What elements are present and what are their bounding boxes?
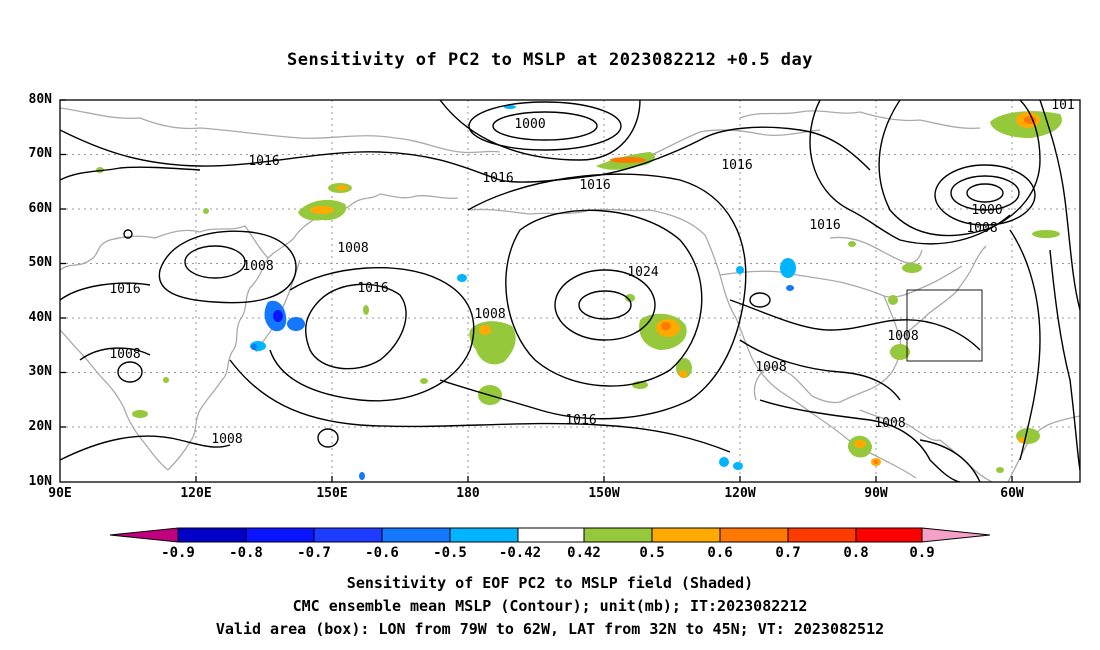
colorbar-box [517, 527, 585, 543]
colorbar [109, 527, 991, 543]
contour-label: 1008 [887, 329, 918, 344]
axis-ticks [60, 99, 1013, 482]
valid-area-box [906, 289, 983, 362]
colorbar-label: 0.9 [909, 545, 935, 561]
colorbar-label: -0.7 [297, 545, 331, 561]
colorbar-label: 0.8 [843, 545, 869, 561]
contour-label: 1016 [579, 178, 610, 193]
contour-label: 1016 [721, 158, 752, 173]
lat-label: 70N [28, 146, 52, 161]
colorbar-box [313, 527, 383, 543]
contour-label: 101 [1051, 98, 1074, 113]
contour-label: 1024 [627, 265, 658, 280]
contour-label: 1016 [357, 281, 388, 296]
mslp-contours [60, 100, 1080, 482]
colorbar-label: -0.8 [229, 545, 263, 561]
contour-label: 1008 [337, 241, 368, 256]
contour-label: 1016 [482, 171, 513, 186]
lon-label: 60W [1000, 486, 1024, 501]
lon-label: 120E [180, 486, 212, 501]
contour-label: 1000 [971, 203, 1002, 218]
colorbar-label: 0.42 [567, 545, 601, 561]
colorbar-label: -0.42 [498, 545, 542, 561]
colorbar-box [583, 527, 653, 543]
colorbar-box [381, 527, 451, 543]
contour-label: 1008 [109, 347, 140, 362]
map-frame [59, 99, 1081, 483]
contour-label: 1000 [514, 117, 545, 132]
lat-label: 60N [28, 201, 52, 216]
sensitivity-shading [96, 105, 1062, 480]
colorbar-label: 0.5 [639, 545, 665, 561]
gridlines [60, 100, 1080, 482]
lat-label: 10N [28, 474, 52, 489]
colorbar-high-triangle [921, 527, 991, 543]
caption-valid-area: Valid area (box): LON from 79W to 62W, L… [215, 620, 885, 638]
lon-label: 180 [456, 486, 480, 501]
lat-label: 80N [28, 92, 52, 107]
contour-labels: 1000 1016 1016 1016 1016 1016 1016 1008 … [109, 98, 1074, 447]
lon-label: 150W [588, 486, 620, 501]
colorbar-label: 0.7 [775, 545, 801, 561]
lat-label: 50N [28, 255, 52, 270]
contour-label: 1016 [809, 218, 840, 233]
lon-label: 90W [864, 486, 888, 501]
contour-label: 1008 [966, 221, 997, 236]
lat-label: 20N [28, 419, 52, 434]
colorbar-box [449, 527, 519, 543]
contour-label: 1008 [474, 307, 505, 322]
lat-label: 40N [28, 310, 52, 325]
lat-label: 30N [28, 364, 52, 379]
colorbar-label: 0.6 [707, 545, 733, 561]
contour-label: 1008 [874, 416, 905, 431]
caption-contour: CMC ensemble mean MSLP (Contour); unit(m… [292, 597, 808, 615]
contour-label: 1016 [109, 282, 140, 297]
contour-label: 1008 [242, 259, 273, 274]
contour-label: 1016 [565, 413, 596, 428]
caption-shaded: Sensitivity of EOF PC2 to MSLP field (Sh… [346, 574, 754, 592]
colorbar-box [787, 527, 857, 543]
colorbar-box [245, 527, 315, 543]
contour-label: 1016 [248, 154, 279, 169]
colorbar-box [177, 527, 247, 543]
contour-label: 1008 [211, 432, 242, 447]
lon-label: 90E [48, 486, 72, 501]
colorbar-label: -0.9 [161, 545, 195, 561]
colorbar-label: -0.6 [365, 545, 399, 561]
colorbar-label: -0.5 [433, 545, 467, 561]
map-title: Sensitivity of PC2 to MSLP at 2023082212… [286, 50, 813, 70]
lon-label: 120W [724, 486, 756, 501]
colorbar-box [719, 527, 789, 543]
contour-label: 1008 [755, 360, 786, 375]
colorbar-box [855, 527, 923, 543]
colorbar-box [651, 527, 721, 543]
lon-label: 150E [316, 486, 348, 501]
colorbar-low-triangle [109, 527, 179, 543]
